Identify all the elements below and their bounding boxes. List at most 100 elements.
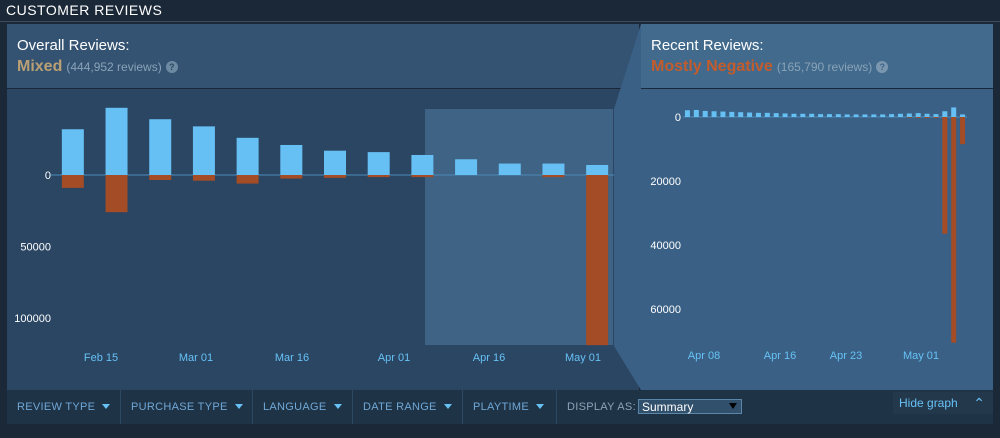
- positive-bar[interactable]: [862, 114, 868, 117]
- positive-bar[interactable]: [880, 114, 886, 117]
- positive-bar[interactable]: [826, 114, 832, 117]
- negative-bar[interactable]: [951, 117, 957, 343]
- overall-summary[interactable]: Mixed: [17, 58, 63, 75]
- x-tick-label: Apr 16: [473, 352, 505, 364]
- y-tick-label: 0: [45, 170, 51, 182]
- positive-bar[interactable]: [693, 109, 699, 117]
- positive-bar[interactable]: [924, 113, 930, 117]
- positive-bar[interactable]: [720, 111, 726, 117]
- filter-date-range[interactable]: DATE RANGE: [363, 390, 452, 424]
- positive-bar[interactable]: [773, 113, 779, 117]
- positive-bar[interactable]: [933, 114, 939, 117]
- negative-bar[interactable]: [192, 175, 215, 181]
- positive-bar[interactable]: [755, 112, 761, 117]
- x-tick-label: Mar 16: [275, 352, 309, 364]
- negative-bar[interactable]: [105, 175, 128, 213]
- positive-bar[interactable]: [280, 144, 303, 175]
- filter-review-type[interactable]: REVIEW TYPE: [17, 390, 111, 424]
- filter-language[interactable]: LANGUAGE: [263, 390, 342, 424]
- positive-bar[interactable]: [906, 113, 912, 117]
- recent-review-count: (165,790 reviews): [776, 60, 873, 74]
- positive-bar[interactable]: [105, 107, 128, 175]
- negative-bar[interactable]: [149, 175, 172, 181]
- positive-bar[interactable]: [702, 110, 708, 117]
- overall-reviews-panel: Overall Reviews: Mixed (444,952 reviews)?…: [7, 24, 639, 390]
- overall-chart-area: 0 50000 100000 Feb 15 Mar 01 Mar 16 Apr 01 Apr …: [7, 89, 639, 390]
- negative-bar[interactable]: [411, 175, 434, 178]
- positive-bar[interactable]: [871, 114, 877, 117]
- positive-bar[interactable]: [455, 159, 478, 175]
- positive-bar[interactable]: [542, 163, 565, 175]
- caret-down-icon: [102, 404, 111, 409]
- display-as-value: Summary: [642, 400, 694, 414]
- positive-bar[interactable]: [844, 114, 850, 117]
- x-tick-label: Apr 23: [830, 350, 862, 362]
- negative-bar[interactable]: [367, 175, 390, 178]
- positive-bar[interactable]: [192, 126, 215, 175]
- negative-bar[interactable]: [280, 175, 303, 179]
- positive-bar[interactable]: [951, 107, 957, 117]
- negative-bar[interactable]: [915, 117, 921, 118]
- display-as-label: DISPLAY AS:: [567, 401, 636, 413]
- positive-bar[interactable]: [236, 137, 259, 175]
- question-mark-icon[interactable]: ?: [876, 61, 889, 73]
- y-tick-label: 100000: [14, 313, 51, 325]
- positive-bar[interactable]: [818, 114, 824, 117]
- overall-reviews-label: Overall Reviews:: [17, 37, 130, 54]
- positive-bar[interactable]: [367, 152, 390, 175]
- filter-purchase-type[interactable]: PURCHASE TYPE: [131, 390, 243, 424]
- title-divider: [0, 21, 1000, 22]
- recent-summary[interactable]: Mostly Negative: [651, 58, 773, 75]
- negative-bar[interactable]: [586, 175, 609, 346]
- filter-divider: [462, 390, 463, 424]
- positive-bar[interactable]: [853, 114, 859, 117]
- negative-bar[interactable]: [960, 117, 966, 145]
- positive-bar[interactable]: [809, 113, 815, 117]
- overall-reviews-chart[interactable]: 0 50000 100000 Feb 15 Mar 01 Mar 16 Apr 01 Apr …: [7, 89, 639, 390]
- recent-reviews-panel: Recent Reviews: Mostly Negative (165,790 …: [641, 24, 993, 390]
- y-tick-label: 50000: [20, 242, 51, 254]
- caret-down-icon: [333, 404, 342, 409]
- negative-bar[interactable]: [906, 117, 912, 118]
- positive-bar[interactable]: [498, 163, 521, 175]
- overall-reviews-header: Overall Reviews: Mixed (444,952 reviews)?: [7, 24, 639, 89]
- positive-bar[interactable]: [915, 113, 921, 117]
- positive-bar[interactable]: [960, 114, 966, 117]
- filter-review-type-label: REVIEW TYPE: [17, 401, 96, 413]
- x-tick-label: May 01: [565, 352, 601, 364]
- positive-bar[interactable]: [61, 129, 84, 175]
- positive-bar[interactable]: [764, 112, 770, 117]
- positive-bar[interactable]: [800, 113, 806, 117]
- recent-reviews-chart[interactable]: 0 20000 40000 60000 Apr 08 Apr 16 Apr 23 May 01: [641, 89, 993, 390]
- recent-summary-line: Mostly Negative (165,790 reviews)?: [651, 58, 889, 76]
- positive-bar[interactable]: [738, 112, 744, 117]
- negative-bar[interactable]: [61, 175, 84, 188]
- positive-bar[interactable]: [684, 110, 690, 117]
- positive-bar[interactable]: [324, 150, 346, 175]
- display-as-select[interactable]: Summary: [638, 399, 742, 414]
- question-mark-icon[interactable]: ?: [165, 61, 178, 73]
- filter-playtime[interactable]: PLAYTIME: [473, 390, 544, 424]
- negative-bar[interactable]: [924, 117, 930, 118]
- positive-bar[interactable]: [897, 113, 903, 117]
- positive-bar[interactable]: [729, 111, 735, 117]
- positive-bar[interactable]: [586, 164, 609, 175]
- positive-bar[interactable]: [942, 111, 948, 117]
- negative-bar[interactable]: [236, 175, 259, 184]
- positive-bar[interactable]: [782, 113, 788, 117]
- hide-graph-button[interactable]: Hide graph ⌃: [893, 392, 993, 414]
- negative-bar[interactable]: [942, 117, 948, 234]
- positive-bar[interactable]: [747, 112, 753, 117]
- negative-bar[interactable]: [324, 175, 346, 178]
- x-tick-label: Apr 08: [688, 350, 720, 362]
- x-tick-label: May 01: [903, 350, 939, 362]
- positive-bar[interactable]: [791, 113, 797, 117]
- positive-bar[interactable]: [835, 114, 841, 117]
- positive-bar[interactable]: [711, 111, 717, 117]
- positive-bar[interactable]: [889, 114, 895, 117]
- negative-bar[interactable]: [542, 175, 565, 178]
- positive-bar[interactable]: [149, 119, 172, 175]
- positive-bar[interactable]: [411, 154, 434, 175]
- negative-bar[interactable]: [933, 117, 939, 118]
- hide-graph-label: Hide graph: [899, 396, 958, 410]
